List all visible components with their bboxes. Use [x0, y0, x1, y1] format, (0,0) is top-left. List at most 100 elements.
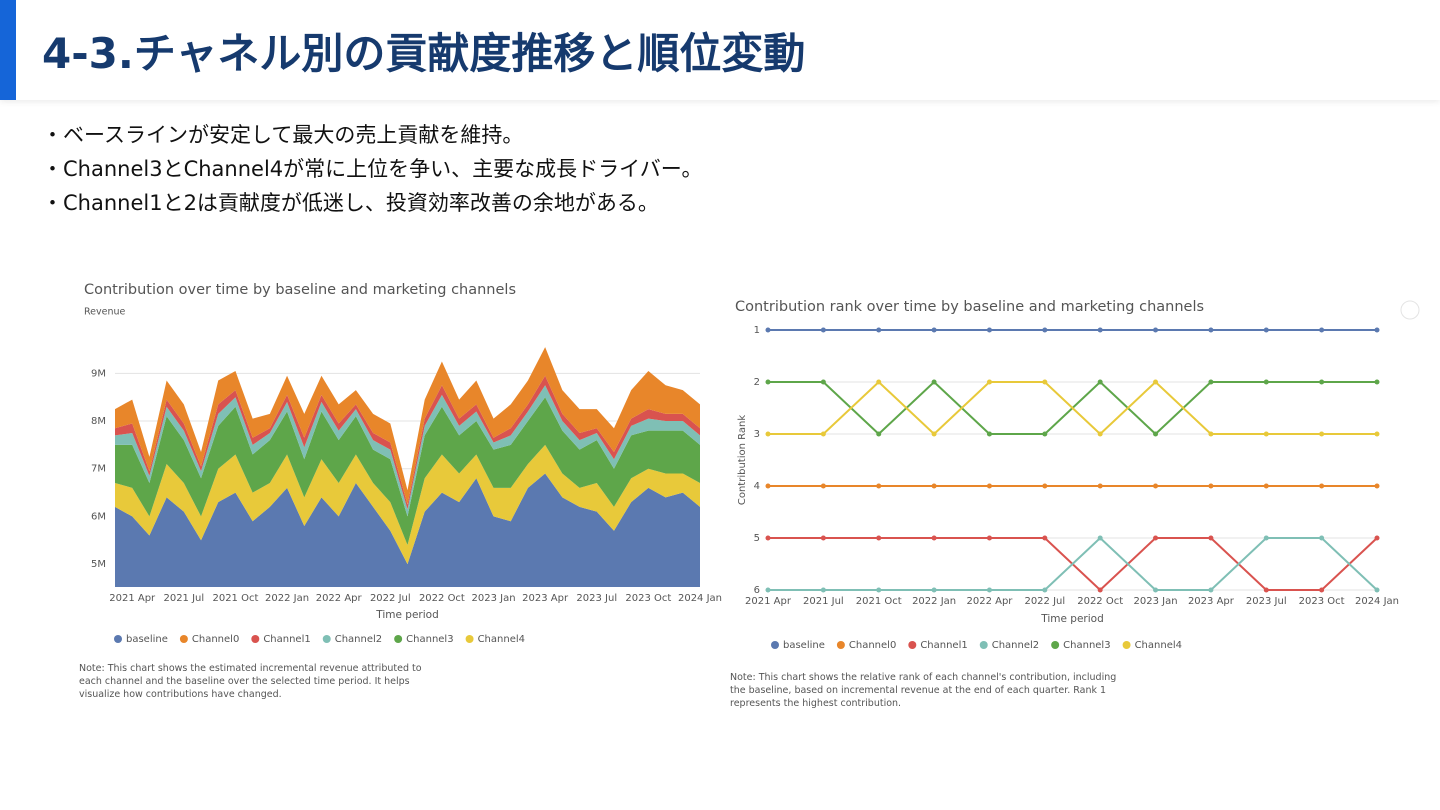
x-tick-label: 2022 Oct: [419, 593, 465, 604]
point: [931, 483, 937, 489]
area: [115, 473, 700, 587]
line: [768, 380, 1377, 436]
point: [1374, 327, 1380, 333]
point: [1208, 483, 1214, 489]
chart-note: Note: This chart shows the estimated inc…: [79, 663, 422, 700]
y-tick-label: 5: [754, 533, 760, 544]
legend-marker: [771, 641, 779, 649]
x-tick-label: 2022 Apr: [316, 593, 363, 604]
point: [1153, 535, 1159, 541]
point: [765, 431, 771, 437]
bullet: ・Channel1と2は貢献度が低迷し、投資効率改善の余地がある。: [42, 191, 659, 215]
x-tick-label: 2022 Jan: [912, 596, 956, 607]
point: [931, 379, 937, 385]
y-tick-label: 4: [754, 481, 760, 492]
point: [1042, 327, 1048, 333]
x-tick-label: 2023 Apr: [1188, 596, 1235, 607]
point: [1263, 587, 1269, 593]
chart-title: Contribution rank over time by baseline …: [735, 299, 1204, 315]
legend-marker: [908, 641, 917, 649]
line: [768, 536, 1378, 591]
legend-marker: [1122, 641, 1131, 649]
point: [876, 483, 882, 489]
point: [1042, 379, 1048, 385]
point: [1153, 379, 1159, 385]
point: [1097, 535, 1103, 541]
x-tick-label: 2022 Apr: [966, 596, 1013, 607]
legend-marker: [1051, 641, 1060, 649]
legend-marker: [251, 635, 260, 643]
plot-area: [115, 347, 700, 587]
y-tick-label: 9M: [91, 368, 106, 379]
legend-marker: [394, 635, 403, 643]
point: [765, 379, 771, 385]
point: [931, 431, 937, 437]
legend-marker: [322, 635, 331, 643]
slide-title: 4-3.チャネル別の貢献度推移と順位変動: [42, 29, 806, 78]
y-tick-label: 8M: [91, 416, 106, 427]
x-tick-label: 2021 Apr: [745, 596, 792, 607]
legend-label: Channel0: [192, 634, 239, 645]
legend-label: Channel3: [1063, 640, 1110, 651]
y-axis-label: Revenue: [84, 307, 126, 318]
point: [1097, 431, 1103, 437]
point: [1097, 483, 1103, 489]
x-tick-label: 2023 Oct: [625, 593, 671, 604]
x-tick-label: 2023 Apr: [522, 593, 569, 604]
point: [876, 587, 882, 593]
x-tick-label: 2022 Jul: [1024, 596, 1065, 607]
area: [115, 347, 700, 505]
x-tick-label: 2022 Oct: [1077, 596, 1123, 607]
x-tick-label: 2023 Jul: [1246, 596, 1287, 607]
point: [765, 327, 771, 333]
y-tick-label: 3: [754, 429, 760, 440]
point: [820, 379, 826, 385]
x-tick-label: 2024 Jan: [678, 593, 722, 604]
point: [876, 327, 882, 333]
area: [115, 397, 700, 546]
point: [820, 587, 826, 593]
point: [1208, 379, 1214, 385]
legend-label: Channel4: [1135, 640, 1182, 651]
x-tick-label: 2022 Jul: [370, 593, 411, 604]
x-axis-label: Time period: [375, 609, 438, 621]
bullet: ・ベースラインが安定して最大の売上貢献を維持。: [42, 123, 524, 147]
x-tick-label: 2021 Jul: [803, 596, 844, 607]
x-tick-label: 2021 Oct: [856, 596, 902, 607]
x-tick-label: 2023 Oct: [1299, 596, 1345, 607]
legend-label: Channel2: [335, 634, 382, 645]
point: [931, 327, 937, 333]
legend-marker: [114, 635, 122, 643]
legend-marker: [836, 641, 845, 649]
legend-label: Channel3: [406, 634, 453, 645]
point: [876, 379, 882, 385]
point: [1319, 431, 1325, 437]
y-axis-label: Contribution Rank: [737, 415, 748, 505]
point: [1263, 431, 1269, 437]
point: [1319, 483, 1325, 489]
y-tick-label: 6: [754, 585, 760, 596]
chart-note: Note: This chart shows the relative rank…: [730, 672, 1117, 709]
point: [986, 587, 992, 593]
y-tick-label: 1: [754, 325, 760, 336]
point: [765, 483, 771, 489]
chart-title: Contribution over time by baseline and m…: [84, 282, 516, 298]
point: [876, 431, 882, 437]
point: [931, 587, 937, 593]
point: [820, 483, 826, 489]
point: [986, 431, 992, 437]
y-tick-label: 5M: [91, 559, 106, 570]
legend-label: baseline: [126, 634, 168, 645]
legend-label: baseline: [783, 640, 825, 651]
point: [820, 431, 826, 437]
y-tick-label: 7M: [91, 464, 106, 475]
point: [1042, 431, 1048, 437]
scroll-button[interactable]: [1400, 300, 1420, 320]
point: [1153, 327, 1159, 333]
point: [986, 327, 992, 333]
legend-label: Channel0: [849, 640, 896, 651]
point: [931, 535, 937, 541]
point: [820, 327, 826, 333]
